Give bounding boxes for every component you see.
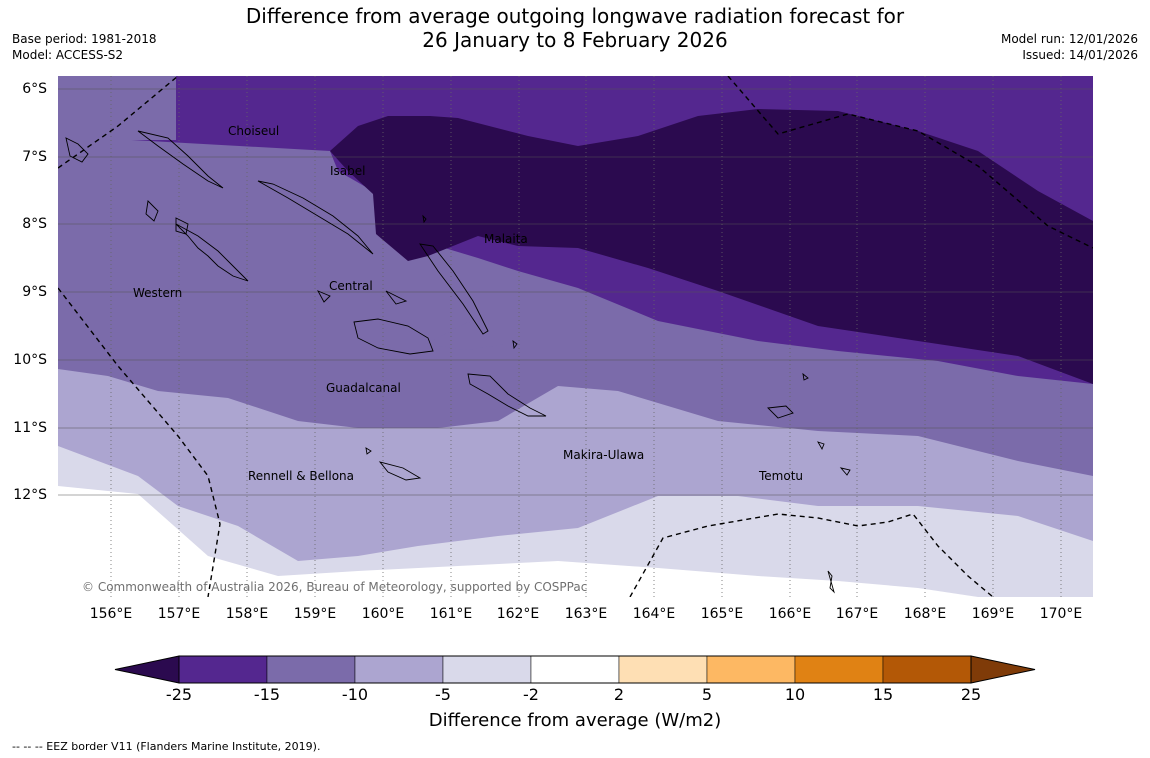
malaita-island [419,243,489,335]
colorbar-tick-25: 25 [960,685,982,704]
colorbar-tick-minus-2: -2 [523,685,539,704]
lon-label-162e: 162°E [496,606,540,622]
lat-label-12s: 12°S [13,487,47,503]
lon-label-163e: 163°E [564,606,608,622]
coastlines [65,130,851,594]
rennell-island [378,461,422,481]
lat-label-10s: 10°S [13,352,47,368]
region-label-rennell-bellona: Rennell & Bellona [248,469,355,483]
colorbar-swatch-minus-15-to-10 [266,655,356,684]
model-run: Model run: 12/01/2026 [1000,32,1138,46]
lon-label-167e: 167°E [835,606,879,622]
band-nw-box [58,76,173,140]
copyright-notice: © Commonwealth of Australia 2026, Bureau… [82,580,588,594]
lat-label-11s: 11°S [13,420,47,436]
utupua-island [839,467,851,476]
russell-islands [316,290,331,303]
title-line-2: 26 January to 8 February 2026 [422,28,728,52]
colorbar-tick-10: 10 [784,685,806,704]
guadalcanal-island [353,318,434,355]
lon-label-159e: 159°E [293,606,337,622]
region-label-guadalcanal: Guadalcanal [326,381,401,395]
tikopia-island [827,570,835,594]
colorbar-tick-minus-25: -25 [165,685,193,704]
kolombangara [175,217,189,235]
shortland-islands [65,137,89,163]
header-meta-right: Model run: 12/01/2026 Issued: 14/01/2026 [1001,31,1138,63]
colorbar-tick-2: 2 [613,685,625,704]
colorbar [114,655,1036,684]
eez-border [58,76,1093,597]
lon-label-169e: 169°E [971,606,1015,622]
lat-lines [58,88,1093,496]
colorbar-tick-minus-15: -15 [253,685,281,704]
santa-cruz-islands [767,405,794,419]
lon-label-166e: 166°E [768,606,812,622]
region-label-makira-ulawa: Makira-Ulawa [563,448,645,462]
region-label-choiseul: Choiseul [228,124,280,138]
colorbar-swatch-minus-10-to-5 [354,655,444,684]
colorbar-swatch-2-to-5 [618,655,708,684]
lon-label-170e: 170°E [1039,606,1083,622]
vanikoro-island [817,441,825,451]
colorbar-swatch-minus-5-to-2 [442,655,532,684]
graticule [110,76,1062,597]
isabel-island [257,180,374,255]
colorbar-tick-minus-5: -5 [435,685,451,704]
makira-island [467,373,547,417]
eez-legend-note: -- -- -- EEZ border V11 (Flanders Marine… [12,740,321,753]
band-guadalcanal-patch [426,322,506,350]
lon-label-165e: 165°E [700,606,744,622]
region-label-temotu: Temotu [759,469,804,483]
colorbar-swatch-15-to-25 [882,655,972,684]
lon-label-158e: 158°E [225,606,269,622]
ulawa-island [512,339,518,350]
florida-islands [385,290,408,305]
colorbar-title: Difference from average (W/m2) [428,710,722,731]
colorbar-tick-15: 15 [872,685,894,704]
lon-label-157e: 157°E [157,606,201,622]
colorbar-swatch-5-to-10 [706,655,796,684]
model-name: Model: ACCESS-S2 [12,48,124,62]
colorbar-swatch-minus-2-to-2 [530,655,620,684]
region-label-isabel: Isabel [330,164,366,178]
lat-label-6s: 6°S [22,81,47,97]
ontong-java [422,214,427,224]
lon-label-160e: 160°E [361,606,405,622]
reef-islands [802,372,809,381]
new-georgia-islands [175,223,249,282]
base-period: Base period: 1981-2018 [12,32,157,46]
colorbar-swatch-minus-25-to-15 [178,655,268,684]
issued-date: Issued: 14/01/2026 [1022,48,1138,62]
region-label-malaita: Malaita [484,232,528,246]
vella-lavella [145,200,159,222]
lat-label-8s: 8°S [22,216,47,232]
olr-anomaly-map [58,76,1093,597]
colorbar-swatch-above-25 [970,655,1036,684]
choiseul-island [137,130,224,189]
lon-label-156e: 156°E [89,606,133,622]
colorbar-tick-5: 5 [701,685,713,704]
bellona-island [365,447,372,455]
region-label-western: Western [133,286,183,300]
band-below-minus-25 [330,109,1093,384]
lon-label-164e: 164°E [632,606,676,622]
lon-label-161e: 161°E [429,606,473,622]
colorbar-tick-minus-10: -10 [341,685,369,704]
colorbar-swatch-10-to-15 [794,655,884,684]
colorbar-swatch-below-minus-25 [114,655,180,684]
chart-title: Difference from average outgoing longwav… [0,4,1150,52]
region-label-central: Central [329,279,373,293]
title-line-1: Difference from average outgoing longwav… [245,4,905,28]
lon-label-168e: 168°E [903,606,947,622]
lat-label-7s: 7°S [22,149,47,165]
header-meta-left: Base period: 1981-2018 Model: ACCESS-S2 [12,31,157,63]
lat-label-9s: 9°S [22,284,47,300]
